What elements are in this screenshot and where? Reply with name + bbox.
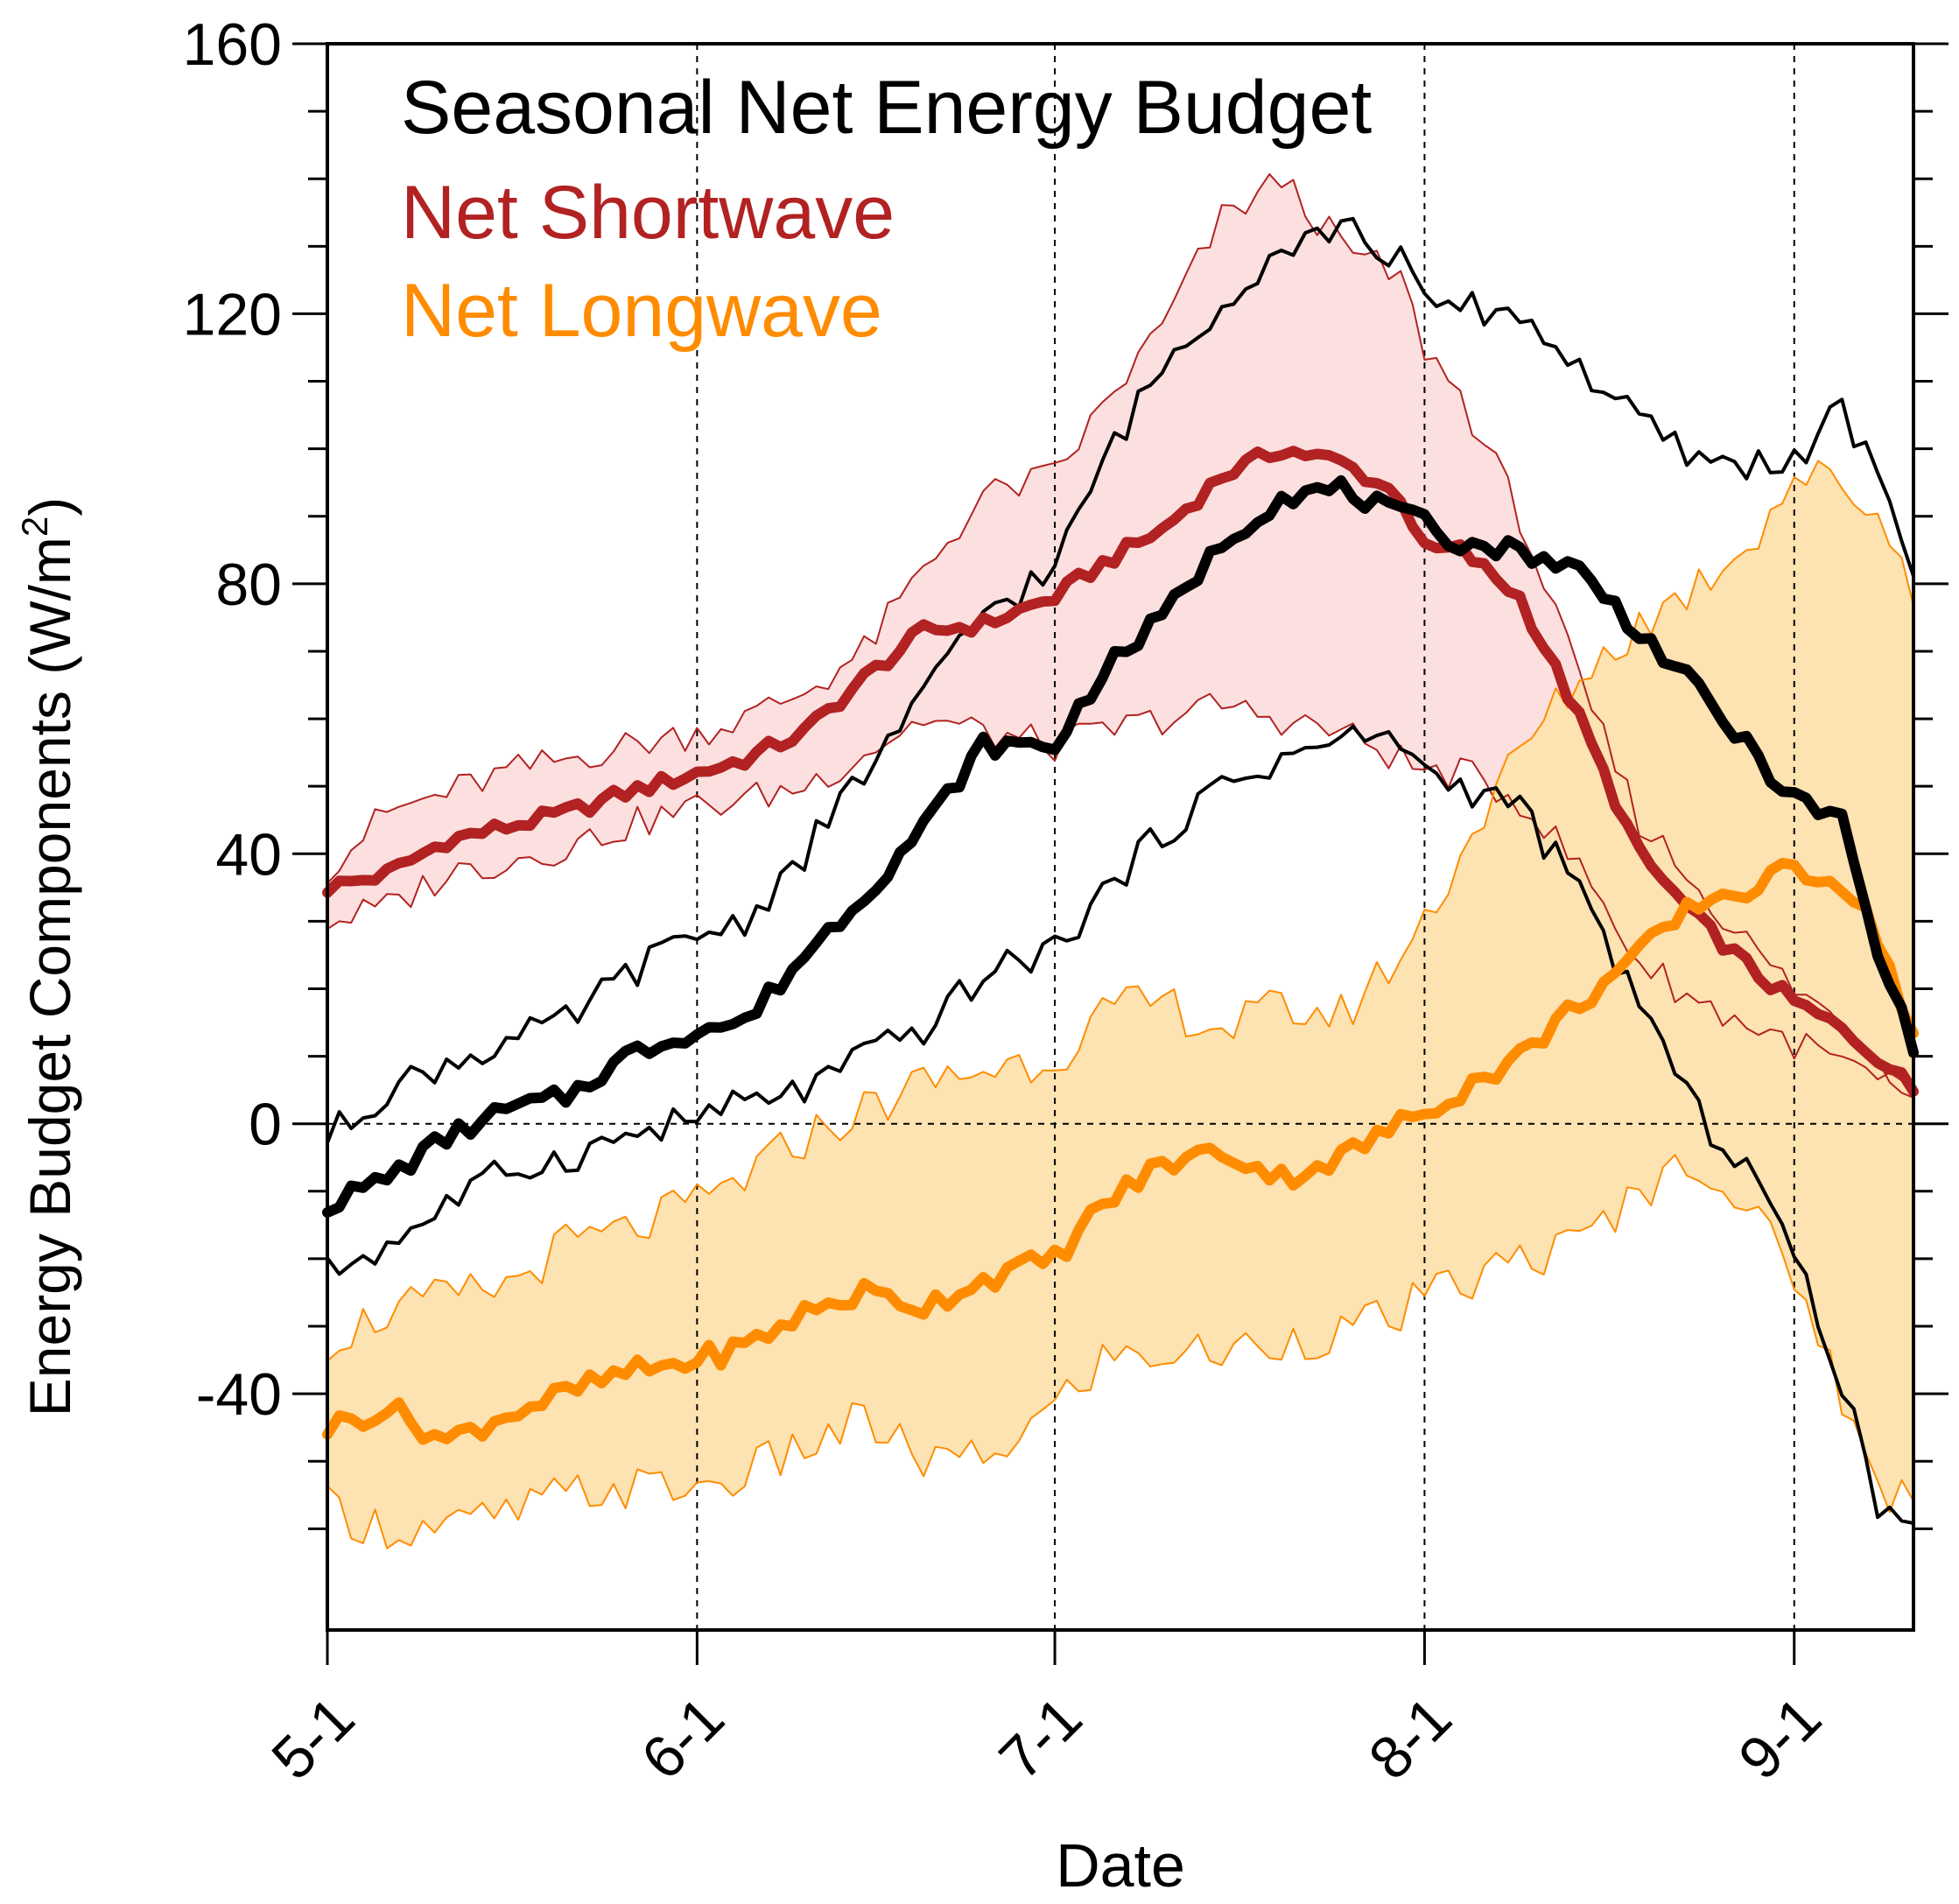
x-tick-label: 5-1 xyxy=(259,1684,367,1792)
longwave-upper-line xyxy=(326,460,1914,1362)
uncertainty-bands xyxy=(327,173,1913,1549)
x-tick-label: 6-1 xyxy=(628,1684,736,1792)
x-tick-label: 8-1 xyxy=(1357,1684,1464,1792)
longwave-mean-line xyxy=(322,858,1919,1445)
plot-frame xyxy=(326,42,1915,1632)
y-tick-label: 120 xyxy=(183,281,282,348)
shortwave-lower-line xyxy=(326,692,1914,1087)
shortwave-mean-line xyxy=(322,446,1919,1097)
y-tick-label: 80 xyxy=(215,552,282,618)
net-lower-line xyxy=(326,724,1915,1526)
net-mean-line xyxy=(322,474,1919,1218)
y-tick-label: 40 xyxy=(215,821,282,888)
longwave-lower-line xyxy=(326,1154,1914,1549)
shortwave-upper-line xyxy=(326,172,1914,1099)
x-tick-label: 9-1 xyxy=(1726,1684,1834,1792)
shortwave-band xyxy=(327,173,1913,1098)
x-tick-label: 7-1 xyxy=(987,1684,1094,1792)
x-axis-title: Date xyxy=(1056,1831,1185,1900)
y-axis-title-main: Energy Budget Components (W/m xyxy=(18,537,82,1416)
longwave-band xyxy=(327,460,1913,1549)
y-tick-label: 0 xyxy=(249,1092,282,1158)
y-axis-title-sup: 2 xyxy=(14,516,55,537)
series-lines xyxy=(322,172,1919,1549)
legend-longwave-label: Net Longwave xyxy=(401,269,882,353)
legend-shortwave-label: Net Shortwave xyxy=(401,171,895,255)
y-tick-label: 160 xyxy=(183,11,282,78)
y-tick-label: -40 xyxy=(196,1361,282,1428)
net-upper-line xyxy=(326,216,1915,1145)
y-axis-title: Energy Budget Components (W/m2) xyxy=(14,497,82,1416)
chart-title: Seasonal Net Energy Budget xyxy=(401,66,1372,150)
y-axis-title-close: ) xyxy=(18,497,82,516)
axes: 160 120 80 40 0 -40 5-1 6-1 7-1 8-1 9-1 xyxy=(183,11,1948,1792)
